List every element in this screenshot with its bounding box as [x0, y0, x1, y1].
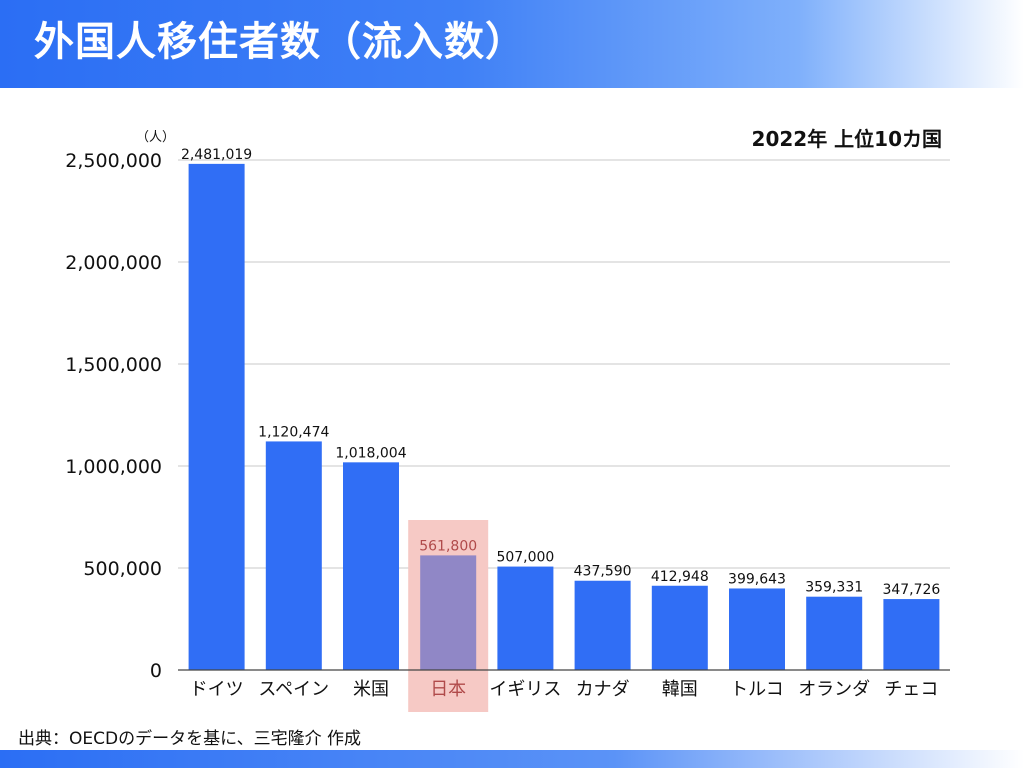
value-label: 2,481,019	[181, 147, 252, 163]
bottom-bar	[0, 750, 1024, 768]
title-bar: 外国人移住者数（流入数）	[0, 0, 1024, 88]
bar	[883, 599, 940, 670]
y-axis-tick-labels: 0 500,000 1,000,000 1,500,000 2,000,000 2,500…	[65, 150, 162, 682]
x-category-label: スペイン	[258, 679, 329, 700]
x-category-label: カナダ	[576, 679, 630, 700]
x-category-label: 日本	[430, 679, 466, 700]
value-label: 412,948	[651, 569, 709, 585]
bars	[188, 163, 940, 670]
value-labels: 2,481,019 1,120,474 1,018,004 561,800 507,00…	[181, 147, 940, 598]
bar	[188, 163, 245, 670]
bar	[729, 588, 785, 670]
value-label: 1,120,474	[258, 424, 329, 440]
bar	[420, 555, 477, 670]
y-axis-unit-label: （人）	[136, 130, 175, 145]
x-category-label: トルコ	[730, 679, 784, 700]
x-category-label: 米国	[353, 679, 389, 700]
bar	[343, 462, 399, 670]
bar	[265, 441, 322, 670]
x-category-label: オランダ	[798, 679, 870, 700]
bar	[497, 566, 554, 670]
x-category-label: 韓国	[662, 679, 698, 700]
y-tick-label: 0	[150, 660, 162, 682]
x-category-label: イギリス	[489, 679, 561, 700]
value-label: 507,000	[496, 550, 554, 566]
value-label: 437,590	[574, 564, 632, 580]
value-label: 561,800	[419, 538, 477, 554]
y-tick-label: 2,000,000	[65, 252, 162, 274]
value-label: 359,331	[805, 580, 863, 596]
x-axis-category-labels: ドイツ スペイン 米国 日本 イギリス カナダ 韓国 トルコ オランダ チェコ	[190, 679, 939, 700]
bar	[651, 585, 708, 670]
x-category-label: ドイツ	[190, 679, 244, 700]
bar	[806, 596, 863, 670]
value-label: 399,643	[728, 571, 786, 587]
y-tick-label: 500,000	[83, 558, 162, 580]
source-note: 出典：OECDのデータを基に、三宅隆介 作成	[18, 729, 361, 749]
y-tick-label: 1,500,000	[65, 354, 162, 376]
bar	[574, 580, 631, 670]
y-tick-label: 1,000,000	[65, 456, 162, 478]
page-title: 外国人移住者数（流入数）	[34, 19, 526, 65]
chart-title: 2022年 上位10カ国	[752, 127, 942, 151]
x-category-label: チェコ	[884, 679, 938, 700]
y-tick-label: 2,500,000	[65, 150, 162, 172]
value-label: 1,018,004	[335, 445, 406, 461]
value-label: 347,726	[882, 582, 940, 598]
